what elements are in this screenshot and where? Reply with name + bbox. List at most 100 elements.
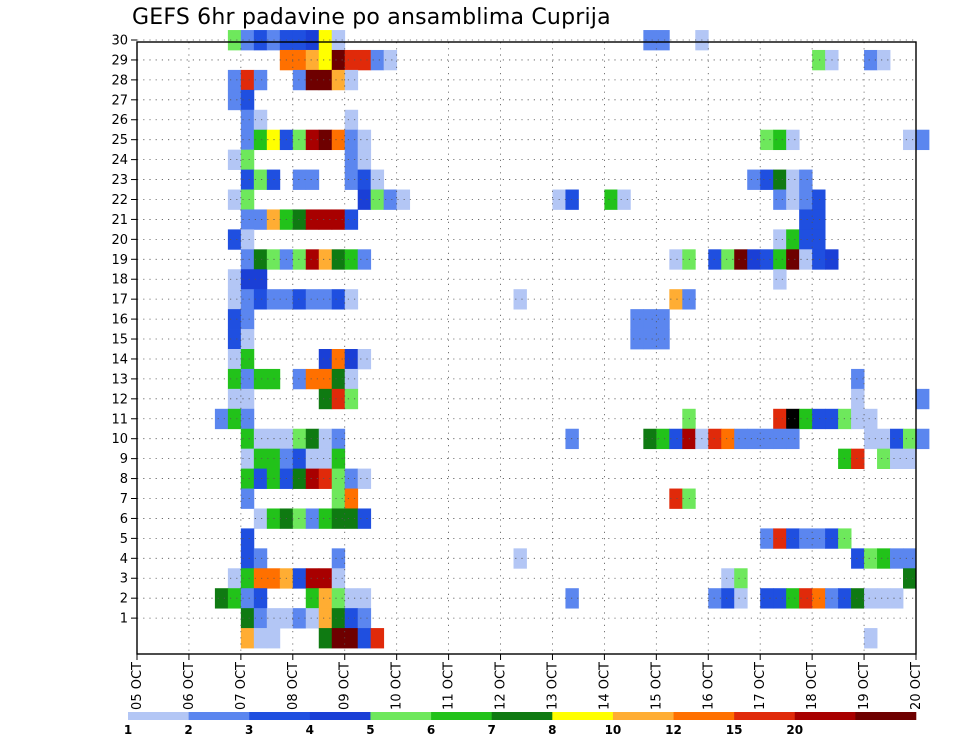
heatmap-cell: [240, 568, 255, 589]
heatmap-cell: [344, 368, 359, 390]
heatmap-cell: [864, 588, 878, 609]
heatmap-cell: [240, 89, 255, 111]
heatmap-cell: [331, 608, 346, 629]
heatmap-cell: [812, 49, 826, 71]
plot-frame: [136, 41, 917, 655]
heatmap-cell: [877, 428, 891, 450]
heatmap-cell: [903, 548, 917, 569]
heatmap-cell: [292, 368, 307, 390]
y-tick-label: 26: [111, 113, 128, 128]
x-tick-label: 10 OCT: [390, 662, 405, 710]
heatmap-cell: [305, 368, 320, 390]
heatmap-cell: [331, 249, 346, 270]
heatmap-cell: [292, 448, 307, 469]
heatmap-cell: [292, 508, 307, 529]
heatmap-cell: [253, 368, 268, 390]
heatmap-cell: [227, 368, 242, 390]
heatmap-cell: [253, 428, 268, 450]
heatmap-cell: [240, 129, 255, 151]
y-tick-label: 27: [111, 93, 128, 108]
x-tick-label: 14 OCT: [597, 662, 612, 710]
heatmap-cell: [240, 349, 255, 370]
heatmap-cell: [760, 129, 774, 151]
colorbar-swatch: [249, 712, 311, 720]
heatmap-cell: [227, 229, 242, 250]
heatmap-cell: [877, 588, 891, 609]
colorbar-swatch: [491, 712, 553, 720]
y-tick-label: 12: [111, 392, 128, 407]
y-tick-label: 18: [111, 273, 128, 288]
heatmap-cell: [318, 289, 333, 310]
heatmap-cell: [344, 608, 359, 629]
heatmap-cell: [331, 428, 346, 450]
heatmap-cell: [318, 129, 333, 151]
heatmap-cell: [331, 488, 346, 509]
heatmap-cell: [357, 608, 372, 629]
heatmap-cell: [890, 588, 904, 609]
heatmap-cell: [513, 289, 527, 310]
heatmap-cell: [851, 548, 865, 569]
heatmap-cell: [331, 129, 346, 151]
heatmap-cell: [786, 129, 800, 151]
heatmap-cell: [240, 408, 255, 430]
heatmap-cell: [344, 628, 359, 649]
heatmap-cell: [734, 568, 748, 589]
heatmap-cell: [370, 169, 385, 190]
heatmap-cell: [851, 588, 865, 609]
heatmap-cell: [240, 309, 255, 330]
heatmap-cell: [240, 428, 255, 450]
heatmap-cell: [656, 309, 670, 330]
heatmap-cell: [318, 368, 333, 390]
heatmap-cell: [318, 49, 333, 71]
colorbar-swatch: [673, 712, 735, 720]
heatmap-cell: [799, 588, 813, 609]
colorbar-label: 12: [665, 723, 682, 737]
heatmap-cell: [786, 249, 800, 270]
heatmap-cell: [292, 169, 307, 190]
heatmap-cell: [318, 588, 333, 609]
heatmap-cell: [305, 428, 320, 450]
heatmap-cell: [773, 129, 787, 151]
heatmap-cell: [253, 468, 268, 489]
y-tick-label: 30: [111, 34, 128, 49]
heatmap-cell: [799, 408, 813, 430]
heatmap-cell: [253, 548, 268, 569]
heatmap-cell: [643, 30, 657, 51]
colorbar-swatch: [431, 712, 492, 720]
heatmap-cell: [864, 548, 878, 569]
x-tick-label: 19 OCT: [857, 662, 872, 710]
heatmap-cell: [344, 349, 359, 370]
heatmap-cell: [318, 608, 333, 629]
heatmap-cell: [877, 49, 891, 71]
heatmap-cell: [357, 169, 372, 190]
colorbar-swatch: [370, 712, 432, 720]
heatmap-cell: [890, 548, 904, 569]
heatmap-cell: [916, 388, 930, 410]
heatmap-cell: [851, 408, 865, 430]
heatmap-cell: [227, 408, 242, 430]
heatmap-cell: [773, 249, 787, 270]
heatmap-cell: [305, 49, 320, 71]
heatmap-cell: [851, 448, 865, 469]
y-tick-label: 9: [120, 452, 128, 467]
heatmap-cell: [227, 349, 242, 370]
heatmap-cell: [916, 129, 930, 151]
heatmap-cell: [292, 30, 307, 51]
heatmap-cell: [357, 468, 372, 489]
heatmap-cell: [916, 428, 930, 450]
heatmap-cell: [227, 568, 242, 589]
heatmap-cell: [643, 309, 657, 330]
heatmap-cell: [240, 528, 255, 549]
heatmap-cell: [318, 349, 333, 370]
heatmap-cell: [318, 388, 333, 410]
heatmap-cell: [318, 30, 333, 51]
heatmap-cell: [318, 448, 333, 469]
heatmap-cell: [292, 209, 307, 230]
heatmap-cell: [617, 189, 631, 210]
y-tick-label: 7: [120, 492, 128, 507]
heatmap-cell: [266, 628, 281, 649]
heatmap-cell: [292, 69, 307, 91]
heatmap-cell: [344, 289, 359, 310]
heatmap-cell: [240, 229, 255, 250]
heatmap-cell: [734, 249, 748, 270]
